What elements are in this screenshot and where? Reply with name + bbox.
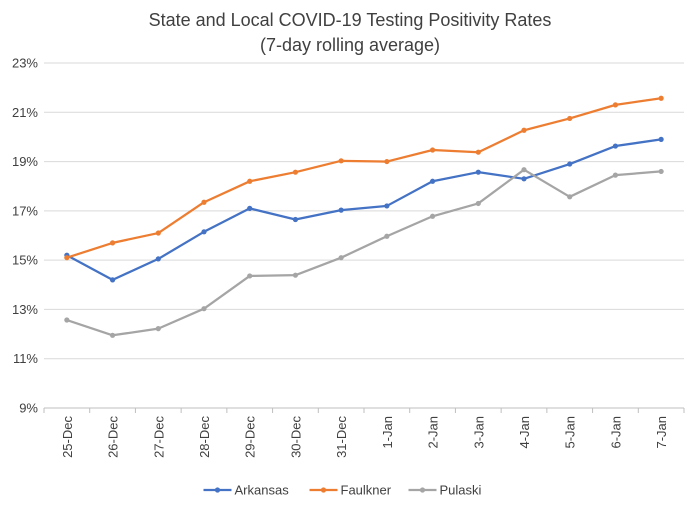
x-tick-label: 4-Jan (517, 416, 532, 449)
data-point-pulaski (247, 273, 253, 279)
data-point-arkansas (567, 161, 573, 167)
y-tick-label: 21% (12, 105, 38, 120)
data-point-pulaski (567, 194, 573, 200)
series-line-arkansas (65, 138, 663, 281)
data-point-faulkner (658, 95, 664, 101)
y-tick-label: 23% (12, 56, 38, 71)
legend-item-arkansas: Arkansas (203, 483, 290, 498)
data-point-pulaski (384, 233, 390, 239)
data-point-pulaski (201, 306, 207, 312)
data-point-arkansas (155, 256, 161, 262)
legend-item-pulaski: Pulaski (408, 483, 482, 498)
data-point-faulkner (338, 158, 344, 164)
data-point-pulaski (155, 326, 161, 332)
x-tick-label: 27-Dec (151, 416, 166, 458)
series-line-faulkner (65, 97, 663, 259)
data-point-arkansas (475, 169, 481, 175)
gridlines (44, 62, 684, 360)
y-tick-label: 15% (12, 253, 38, 268)
data-point-pulaski (109, 332, 116, 338)
x-tick-label: 7-Jan (654, 416, 669, 449)
legend-label-faulkner: Faulkner (341, 483, 392, 498)
data-point-arkansas (247, 205, 253, 211)
data-point-faulkner (247, 178, 253, 184)
legend-marker-pulaski (419, 487, 426, 493)
legend-label-pulaski: Pulaski (440, 483, 482, 498)
x-tick-label: 2-Jan (426, 416, 441, 449)
data-point-pulaski (338, 255, 344, 261)
legend-label-arkansas: Arkansas (235, 483, 290, 498)
y-tick-label: 19% (12, 154, 38, 169)
x-tick-label: 29-Dec (243, 416, 258, 458)
data-point-faulkner (567, 115, 573, 122)
data-point-pulaski (64, 317, 70, 323)
x-tick-label: 30-Dec (288, 416, 303, 458)
data-point-faulkner (429, 147, 436, 153)
data-point-faulkner (109, 240, 116, 246)
x-tick-label: 31-Dec (334, 416, 349, 458)
data-point-arkansas (429, 178, 436, 184)
data-point-faulkner (521, 127, 527, 133)
series-faulkner (64, 95, 664, 261)
data-point-faulkner (384, 158, 390, 165)
y-tick-label: 9% (19, 401, 38, 416)
data-point-pulaski (292, 272, 299, 278)
data-point-pulaski (612, 172, 619, 178)
x-tick-label: 28-Dec (197, 416, 212, 458)
data-point-faulkner (201, 199, 207, 205)
x-axis-ticks: 25-Dec 26-Dec 27-Dec 28-Dec 29-Dec 30-Dec 31-D… (43, 408, 685, 458)
series-lines (64, 95, 664, 338)
legend-item-faulkner: Faulkner (309, 483, 392, 498)
series-line-pulaski (65, 168, 663, 337)
y-tick-label: 17% (12, 203, 38, 218)
data-point-arkansas (292, 216, 299, 223)
y-tick-label: 11% (13, 351, 38, 366)
x-tick-label: 6-Jan (608, 416, 623, 449)
data-point-arkansas (338, 207, 344, 213)
data-point-faulkner (292, 169, 299, 175)
data-point-arkansas (109, 277, 116, 283)
data-point-faulkner (612, 102, 619, 108)
data-point-arkansas (201, 229, 207, 235)
data-point-faulkner (155, 230, 161, 236)
data-point-arkansas (658, 136, 664, 142)
series-arkansas (64, 136, 664, 283)
data-point-pulaski (658, 168, 664, 175)
x-tick-label: 25-Dec (60, 416, 75, 458)
y-axis-ticks: 9% 11% 13% 15% 17% 19% 21% 23% (12, 56, 38, 416)
data-point-arkansas (384, 203, 390, 209)
data-point-faulkner (475, 149, 481, 155)
data-point-pulaski (429, 213, 436, 219)
legend-marker-arkansas (214, 487, 221, 493)
x-tick-label: 26-Dec (106, 416, 121, 458)
legend: Arkansas Faulkner Pulaski (203, 483, 482, 498)
series-pulaski (64, 167, 664, 338)
x-tick-label: 5-Jan (563, 416, 578, 449)
x-tick-label: 1-Jan (380, 416, 395, 449)
data-point-arkansas (521, 176, 527, 182)
y-tick-label: 13% (12, 302, 38, 317)
data-point-pulaski (475, 200, 481, 207)
chart-title: State and Local COVID-19 Testing Positiv… (149, 10, 552, 30)
chart-subtitle: (7-day rolling average) (260, 35, 440, 55)
data-point-faulkner (64, 255, 70, 261)
legend-marker-faulkner (320, 487, 327, 493)
data-point-pulaski (521, 167, 527, 173)
data-point-arkansas (612, 143, 619, 149)
x-tick-label: 3-Jan (471, 416, 486, 449)
